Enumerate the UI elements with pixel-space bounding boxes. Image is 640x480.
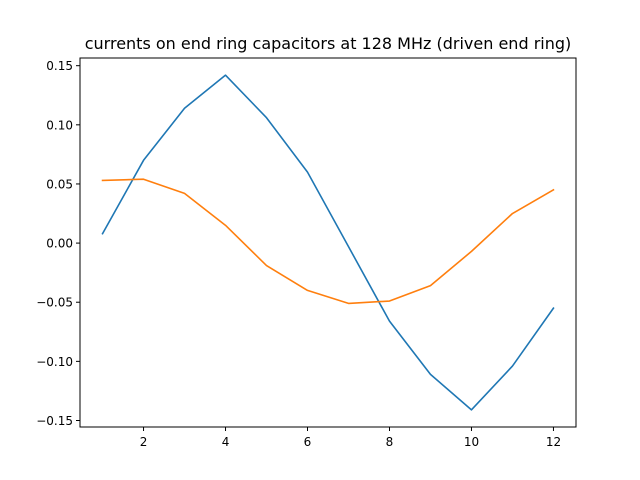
y-tick-label: −0.10 [36, 355, 73, 369]
x-tick-label: 6 [304, 435, 312, 449]
y-tick-label: −0.15 [36, 414, 73, 428]
series-2-line [101, 178, 555, 305]
x-tick-label: 4 [222, 435, 230, 449]
y-tick-label: −0.05 [36, 296, 73, 310]
plot-area [101, 74, 555, 411]
x-tick-label: 2 [140, 435, 148, 449]
x-tick-label: 8 [386, 435, 394, 449]
y-tick-label: 0.05 [46, 177, 73, 191]
y-tick-label: 0.00 [46, 237, 73, 251]
axes-frame [79, 57, 577, 428]
chart-title: currents on end ring capacitors at 128 M… [85, 34, 572, 53]
x-tick-label: 10 [464, 435, 479, 449]
y-tick-label: 0.15 [46, 59, 73, 73]
axes: 2 4 6 8 10 12 −0.15 −0.10 −0.05 0.00 0.05 0.10 0.15 [36, 57, 577, 449]
series-1-line [101, 74, 555, 411]
y-tick-label: 0.10 [46, 118, 73, 132]
x-tick-label: 12 [546, 435, 561, 449]
